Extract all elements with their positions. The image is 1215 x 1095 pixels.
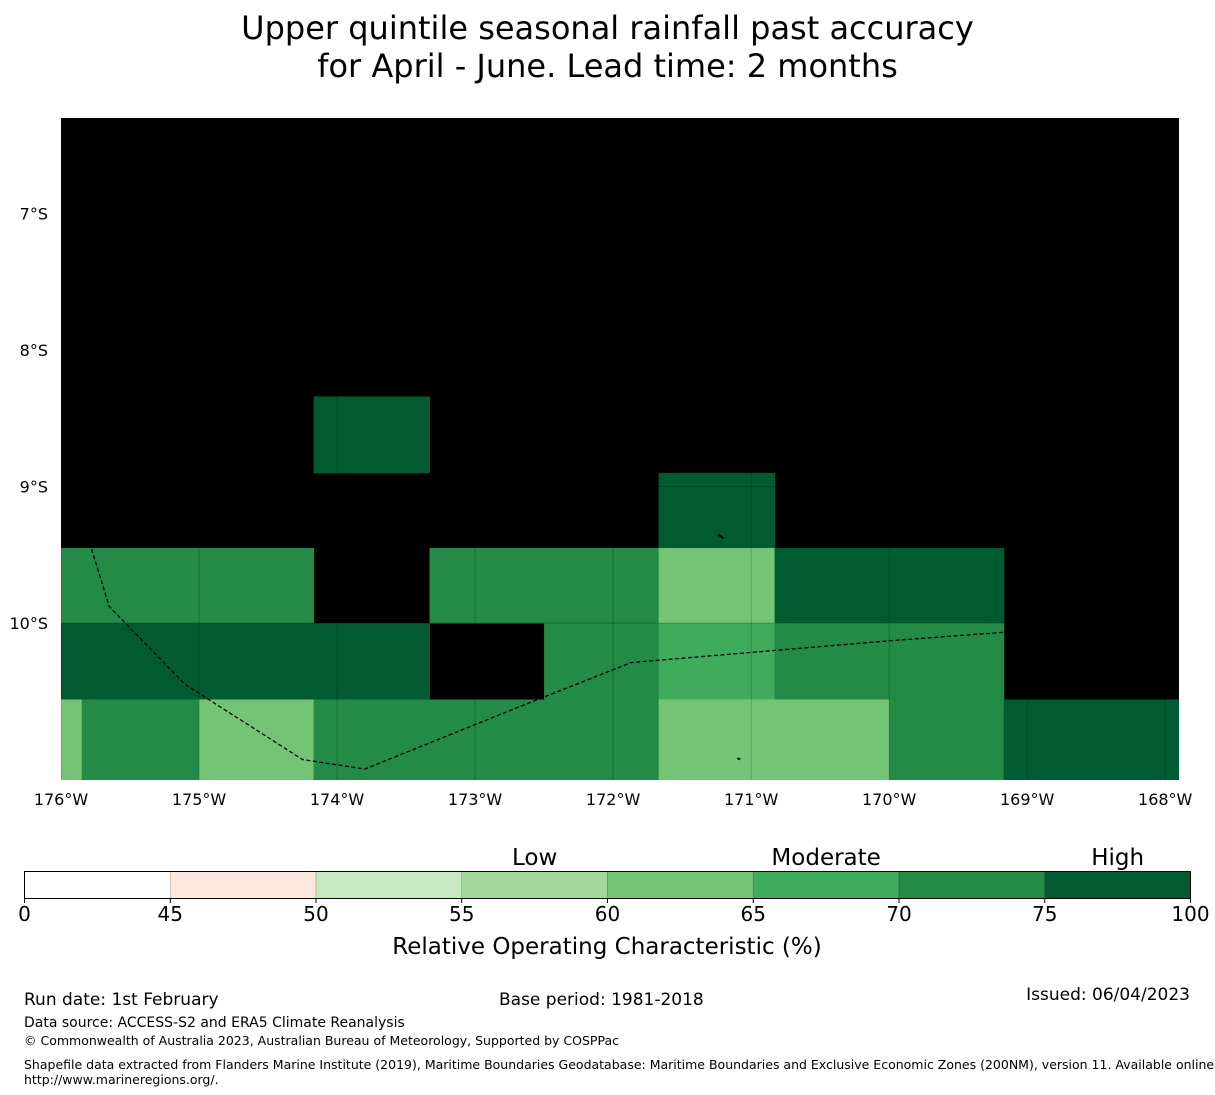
island-coastline: [636, 505, 642, 515]
grid-cell: [774, 547, 1005, 624]
longitude-label: 169°W: [1000, 790, 1055, 809]
colorbar-segment: [1044, 871, 1191, 899]
colorbar-tick-label: 55: [449, 902, 474, 926]
grid-cell: [544, 623, 660, 700]
longitude-label: 171°W: [724, 790, 779, 809]
eez-boundary: [70, 140, 1166, 770]
latitude-label: 8°S: [20, 341, 48, 360]
longitude-label: 175°W: [172, 790, 227, 809]
category-label: Moderate: [771, 845, 880, 871]
run-date: Run date: 1st February: [24, 990, 219, 1010]
colorbar-segment: [898, 871, 1046, 899]
colorbar-tick-label: 65: [741, 902, 766, 926]
shapefile-citation: Shapefile data extracted from Flanders M…: [24, 1057, 1215, 1072]
island-coastline: [717, 533, 725, 540]
grid-cell: [1003, 699, 1179, 780]
colorbar-segment: [24, 871, 171, 899]
colorbar-title: Relative Operating Characteristic (%): [392, 934, 821, 960]
grid-cell: [81, 699, 200, 780]
colorbar-tick-label: 75: [1032, 902, 1057, 926]
grid-cell: [313, 396, 431, 474]
colorbar-segment: [461, 871, 608, 899]
longitude-label: 176°W: [34, 790, 89, 809]
colorbar-segment: [315, 871, 463, 899]
latitude-label: 9°S: [20, 478, 48, 497]
grid-cell: [658, 699, 890, 780]
colorbar-tick-label: 45: [158, 902, 183, 926]
issued-date: Issued: 06/04/2023: [1026, 985, 1190, 1005]
latitude-label: 7°S: [20, 205, 48, 224]
colorbar-tick-label: 60: [595, 902, 620, 926]
island-coastline: [542, 423, 549, 430]
category-label: Low: [512, 845, 557, 871]
island-coastline: [736, 757, 741, 761]
grid-cell: [774, 623, 1005, 700]
colorbar-segment: [169, 871, 317, 899]
page-title-line-2: for April - June. Lead time: 2 months: [317, 47, 898, 85]
grid-cell: [658, 623, 776, 700]
grid-cell: [658, 547, 776, 624]
grid-cell: [199, 699, 315, 780]
colorbar-segment: [607, 871, 754, 899]
category-label: High: [1091, 845, 1144, 871]
grid-cell: [61, 547, 315, 624]
longitude-label: 168°W: [1138, 790, 1193, 809]
longitude-label: 172°W: [586, 790, 641, 809]
page-title-line-1: Upper quintile seasonal rainfall past ac…: [241, 9, 974, 47]
longitude-label: 170°W: [862, 790, 917, 809]
longitude-label: 174°W: [310, 790, 365, 809]
grid-cell: [61, 623, 431, 700]
data-source: Data source: ACCESS-S2 and ERA5 Climate …: [24, 1015, 405, 1031]
rainfall-accuracy-map: 176°W 175°W 174°W 173°W 172°W 171°W 170°W 169°W…: [9, 118, 1193, 809]
colorbar-tick-label: 70: [886, 902, 911, 926]
colorbar: Low Moderate High 0 45 50 55 60 65 70 75 100 Relat…: [18, 845, 1209, 960]
longitude-label: 173°W: [448, 790, 503, 809]
grid-cell: [889, 699, 1005, 780]
colorbar-segment: [752, 871, 900, 899]
grid-cell: [61, 699, 83, 780]
base-period: Base period: 1981-2018: [499, 990, 704, 1010]
shapefile-url: http://www.marineregions.org/.: [24, 1072, 219, 1087]
copyright: © Commonwealth of Australia 2023, Austra…: [24, 1033, 619, 1048]
colorbar-tick-label: 0: [18, 902, 31, 926]
latitude-label: 10°S: [9, 614, 48, 633]
grid-cell: [658, 472, 776, 549]
colorbar-tick-label: 100: [1171, 902, 1209, 926]
grid-cell: [429, 547, 660, 624]
colorbar-tick-label: 50: [303, 902, 328, 926]
